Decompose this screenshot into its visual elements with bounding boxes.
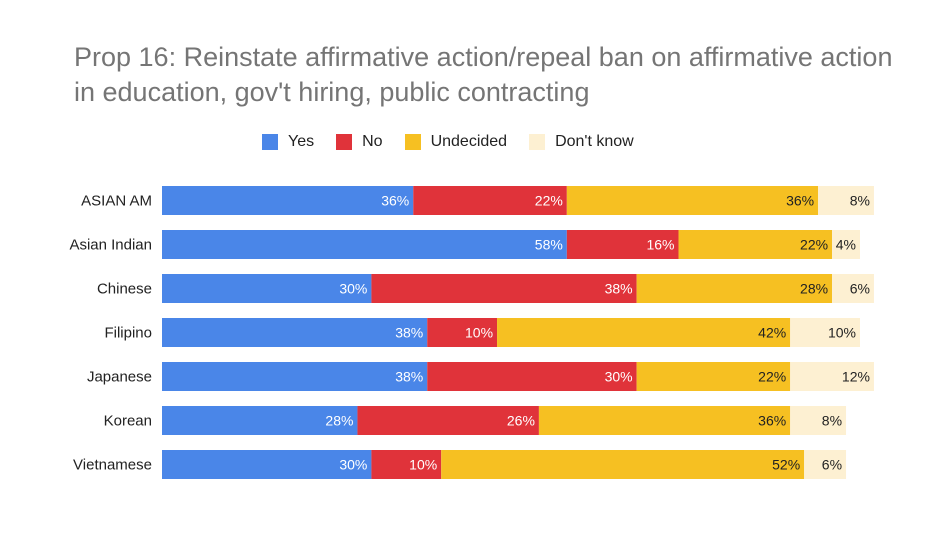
legend-label: Yes bbox=[288, 133, 315, 150]
data-label: 16% bbox=[646, 237, 674, 253]
bar-don-t-know bbox=[790, 318, 860, 347]
data-label: 30% bbox=[339, 457, 367, 473]
bar-don-t-know bbox=[832, 230, 860, 259]
data-label: 36% bbox=[786, 193, 814, 209]
data-label: 38% bbox=[395, 325, 423, 341]
data-label: 38% bbox=[395, 369, 423, 385]
bar-no bbox=[427, 318, 498, 347]
legend-swatch bbox=[404, 134, 421, 150]
bar-yes bbox=[162, 318, 428, 347]
data-label: 38% bbox=[605, 281, 633, 297]
bar-don-t-know bbox=[790, 406, 847, 435]
bar-no bbox=[427, 362, 637, 391]
category-label: Asian Indian bbox=[69, 237, 152, 254]
bar-no bbox=[371, 450, 442, 479]
bar-no bbox=[371, 274, 637, 303]
bar-undecided bbox=[566, 186, 819, 215]
bar-yes bbox=[162, 274, 372, 303]
bar-undecided bbox=[678, 230, 833, 259]
category-label: Vietnamese bbox=[73, 457, 152, 474]
legend-item-no: No bbox=[336, 133, 383, 151]
data-label: 10% bbox=[409, 457, 437, 473]
data-label: 10% bbox=[828, 325, 856, 341]
legend-label: Don't know bbox=[555, 133, 634, 150]
legend-item-undecided: Undecided bbox=[404, 133, 508, 151]
legend-label: No bbox=[362, 133, 383, 150]
data-label: 10% bbox=[465, 325, 493, 341]
legend-label: Undecided bbox=[430, 133, 508, 150]
bar-yes bbox=[162, 362, 428, 391]
bar-yes bbox=[162, 186, 414, 215]
data-label: 26% bbox=[507, 413, 535, 429]
bar-no bbox=[413, 186, 567, 215]
legend: Yes No Undecided Don't know bbox=[262, 133, 634, 151]
bar-don-t-know bbox=[832, 274, 874, 303]
bar-don-t-know bbox=[790, 362, 874, 391]
data-label: 4% bbox=[836, 237, 856, 253]
bar-yes bbox=[162, 230, 567, 259]
data-label: 42% bbox=[758, 325, 786, 341]
data-label: 30% bbox=[605, 369, 633, 385]
bar-undecided bbox=[441, 450, 805, 479]
bar-undecided bbox=[636, 274, 833, 303]
bar-undecided bbox=[636, 362, 791, 391]
bar-undecided bbox=[497, 318, 791, 347]
data-label: 8% bbox=[822, 413, 842, 429]
data-label: 36% bbox=[758, 413, 786, 429]
category-label: ASIAN AM bbox=[81, 193, 152, 210]
legend-swatch bbox=[336, 134, 353, 150]
data-label: 22% bbox=[758, 369, 786, 385]
data-label: 58% bbox=[535, 237, 563, 253]
data-label: 22% bbox=[800, 237, 828, 253]
bar-yes bbox=[162, 450, 372, 479]
data-label: 6% bbox=[850, 281, 870, 297]
data-label: 52% bbox=[772, 457, 800, 473]
data-label: 12% bbox=[842, 369, 870, 385]
data-label: 22% bbox=[535, 193, 563, 209]
data-label: 30% bbox=[339, 281, 367, 297]
legend-item-yes: Yes bbox=[262, 133, 314, 151]
category-label: Japanese bbox=[87, 369, 152, 386]
bar-don-t-know bbox=[804, 450, 847, 479]
legend-swatch bbox=[262, 134, 278, 150]
bar-yes bbox=[162, 406, 358, 435]
category-label: Filipino bbox=[104, 325, 152, 342]
legend-swatch bbox=[529, 134, 546, 150]
category-label: Korean bbox=[104, 413, 152, 430]
category-label: Chinese bbox=[97, 281, 152, 298]
legend-item-don-t-know: Don't know bbox=[529, 133, 634, 151]
data-label: 8% bbox=[850, 193, 870, 209]
bar-undecided bbox=[538, 406, 791, 435]
data-label: 6% bbox=[822, 457, 842, 473]
bar-don-t-know bbox=[818, 186, 874, 215]
bar-no bbox=[357, 406, 539, 435]
chart-title: Prop 16: Reinstate affirmative action/re… bbox=[74, 42, 893, 107]
data-label: 28% bbox=[325, 413, 353, 429]
data-label: 28% bbox=[800, 281, 828, 297]
bar-no bbox=[566, 230, 679, 259]
data-label: 36% bbox=[381, 193, 409, 209]
